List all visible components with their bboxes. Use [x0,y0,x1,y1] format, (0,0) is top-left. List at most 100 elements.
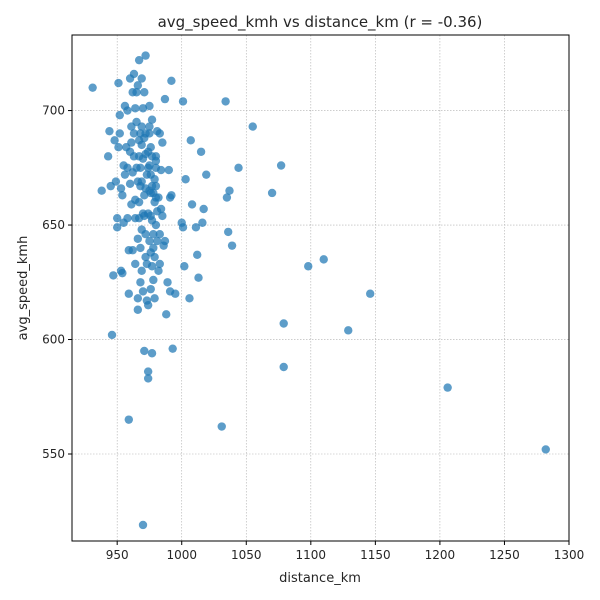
data-point [134,197,144,207]
data-point [97,186,106,195]
x-axis-label: distance_km [279,571,361,586]
grid-lines [72,35,570,541]
data-point [145,122,154,131]
data-point [149,275,158,285]
data-point [147,262,157,271]
x-tick-label: 1250 [489,548,520,562]
data-point [198,218,207,227]
data-point [131,259,140,269]
data-point [128,246,137,255]
data-point [153,236,162,246]
data-point [123,213,132,223]
data-point [150,175,159,184]
y-tick-label: 700 [42,104,65,118]
data-point [136,243,145,253]
data-point [196,147,206,156]
data-point [276,161,286,170]
data-point [156,204,166,214]
data-point [143,374,153,383]
data-point [137,177,146,186]
x-tick-label: 1200 [425,548,456,562]
data-point [146,142,155,152]
data-point [133,81,143,90]
data-points [88,51,550,530]
data-point [443,383,452,392]
data-point [118,191,127,200]
data-point [105,126,114,136]
data-point [118,268,127,278]
data-point [114,78,123,88]
data-point [186,136,195,145]
data-point [137,266,146,276]
data-point [120,170,130,179]
data-point [155,129,164,138]
data-point [151,152,161,161]
data-point [115,129,124,138]
data-point [222,193,232,202]
data-point [138,104,148,113]
data-point [178,223,188,232]
data-point [88,83,97,92]
data-point [171,289,180,298]
data-point [163,278,172,287]
data-point [145,236,154,246]
x-tick-label: 1000 [166,548,197,562]
data-point [158,138,167,147]
data-point [133,305,143,314]
data-point [221,97,230,106]
data-point [227,241,237,250]
data-point [137,74,146,83]
data-point [217,422,226,431]
data-point [134,55,144,65]
data-point [141,229,150,239]
y-tick-label: 600 [42,333,65,347]
data-point [109,271,118,280]
data-point [181,175,190,184]
data-point [164,165,174,175]
data-point [133,234,143,243]
data-point [147,115,157,124]
data-point [145,129,154,138]
data-point [234,163,243,172]
data-point [160,236,170,246]
plot-frame [71,34,570,542]
data-point [133,294,143,303]
data-point [167,191,176,200]
data-point [111,177,121,186]
data-point [149,243,158,253]
data-point [155,229,164,239]
data-point [145,161,154,170]
data-point [319,255,328,264]
data-point [151,181,161,191]
data-point [123,106,132,115]
data-point [180,262,189,271]
data-point [187,200,197,209]
data-point [140,88,149,97]
y-axis-ticks: 550 600 650 700 [42,104,72,461]
data-point [132,88,141,97]
data-point [149,229,158,239]
data-point [194,273,203,282]
data-point [158,211,167,221]
data-point [143,367,153,376]
chart-title: avg_speed_kmh vs distance_km (r = -0.36) [158,13,483,32]
data-point [154,266,163,276]
x-tick-label: 1100 [296,548,327,562]
data-point [150,294,159,303]
data-point [112,213,122,223]
data-point [185,294,194,303]
data-point [131,104,140,113]
x-axis-ticks: 950 1000 1050 1100 1150 1200 1250 1300 [106,541,585,562]
x-tick-label: 1300 [554,548,585,562]
data-point [151,220,161,230]
data-point [110,136,119,145]
data-point [155,259,164,269]
data-point [129,69,139,79]
data-point [191,223,201,232]
data-point [541,445,550,454]
data-point [136,163,145,172]
data-point [140,346,149,356]
data-point [248,122,257,131]
